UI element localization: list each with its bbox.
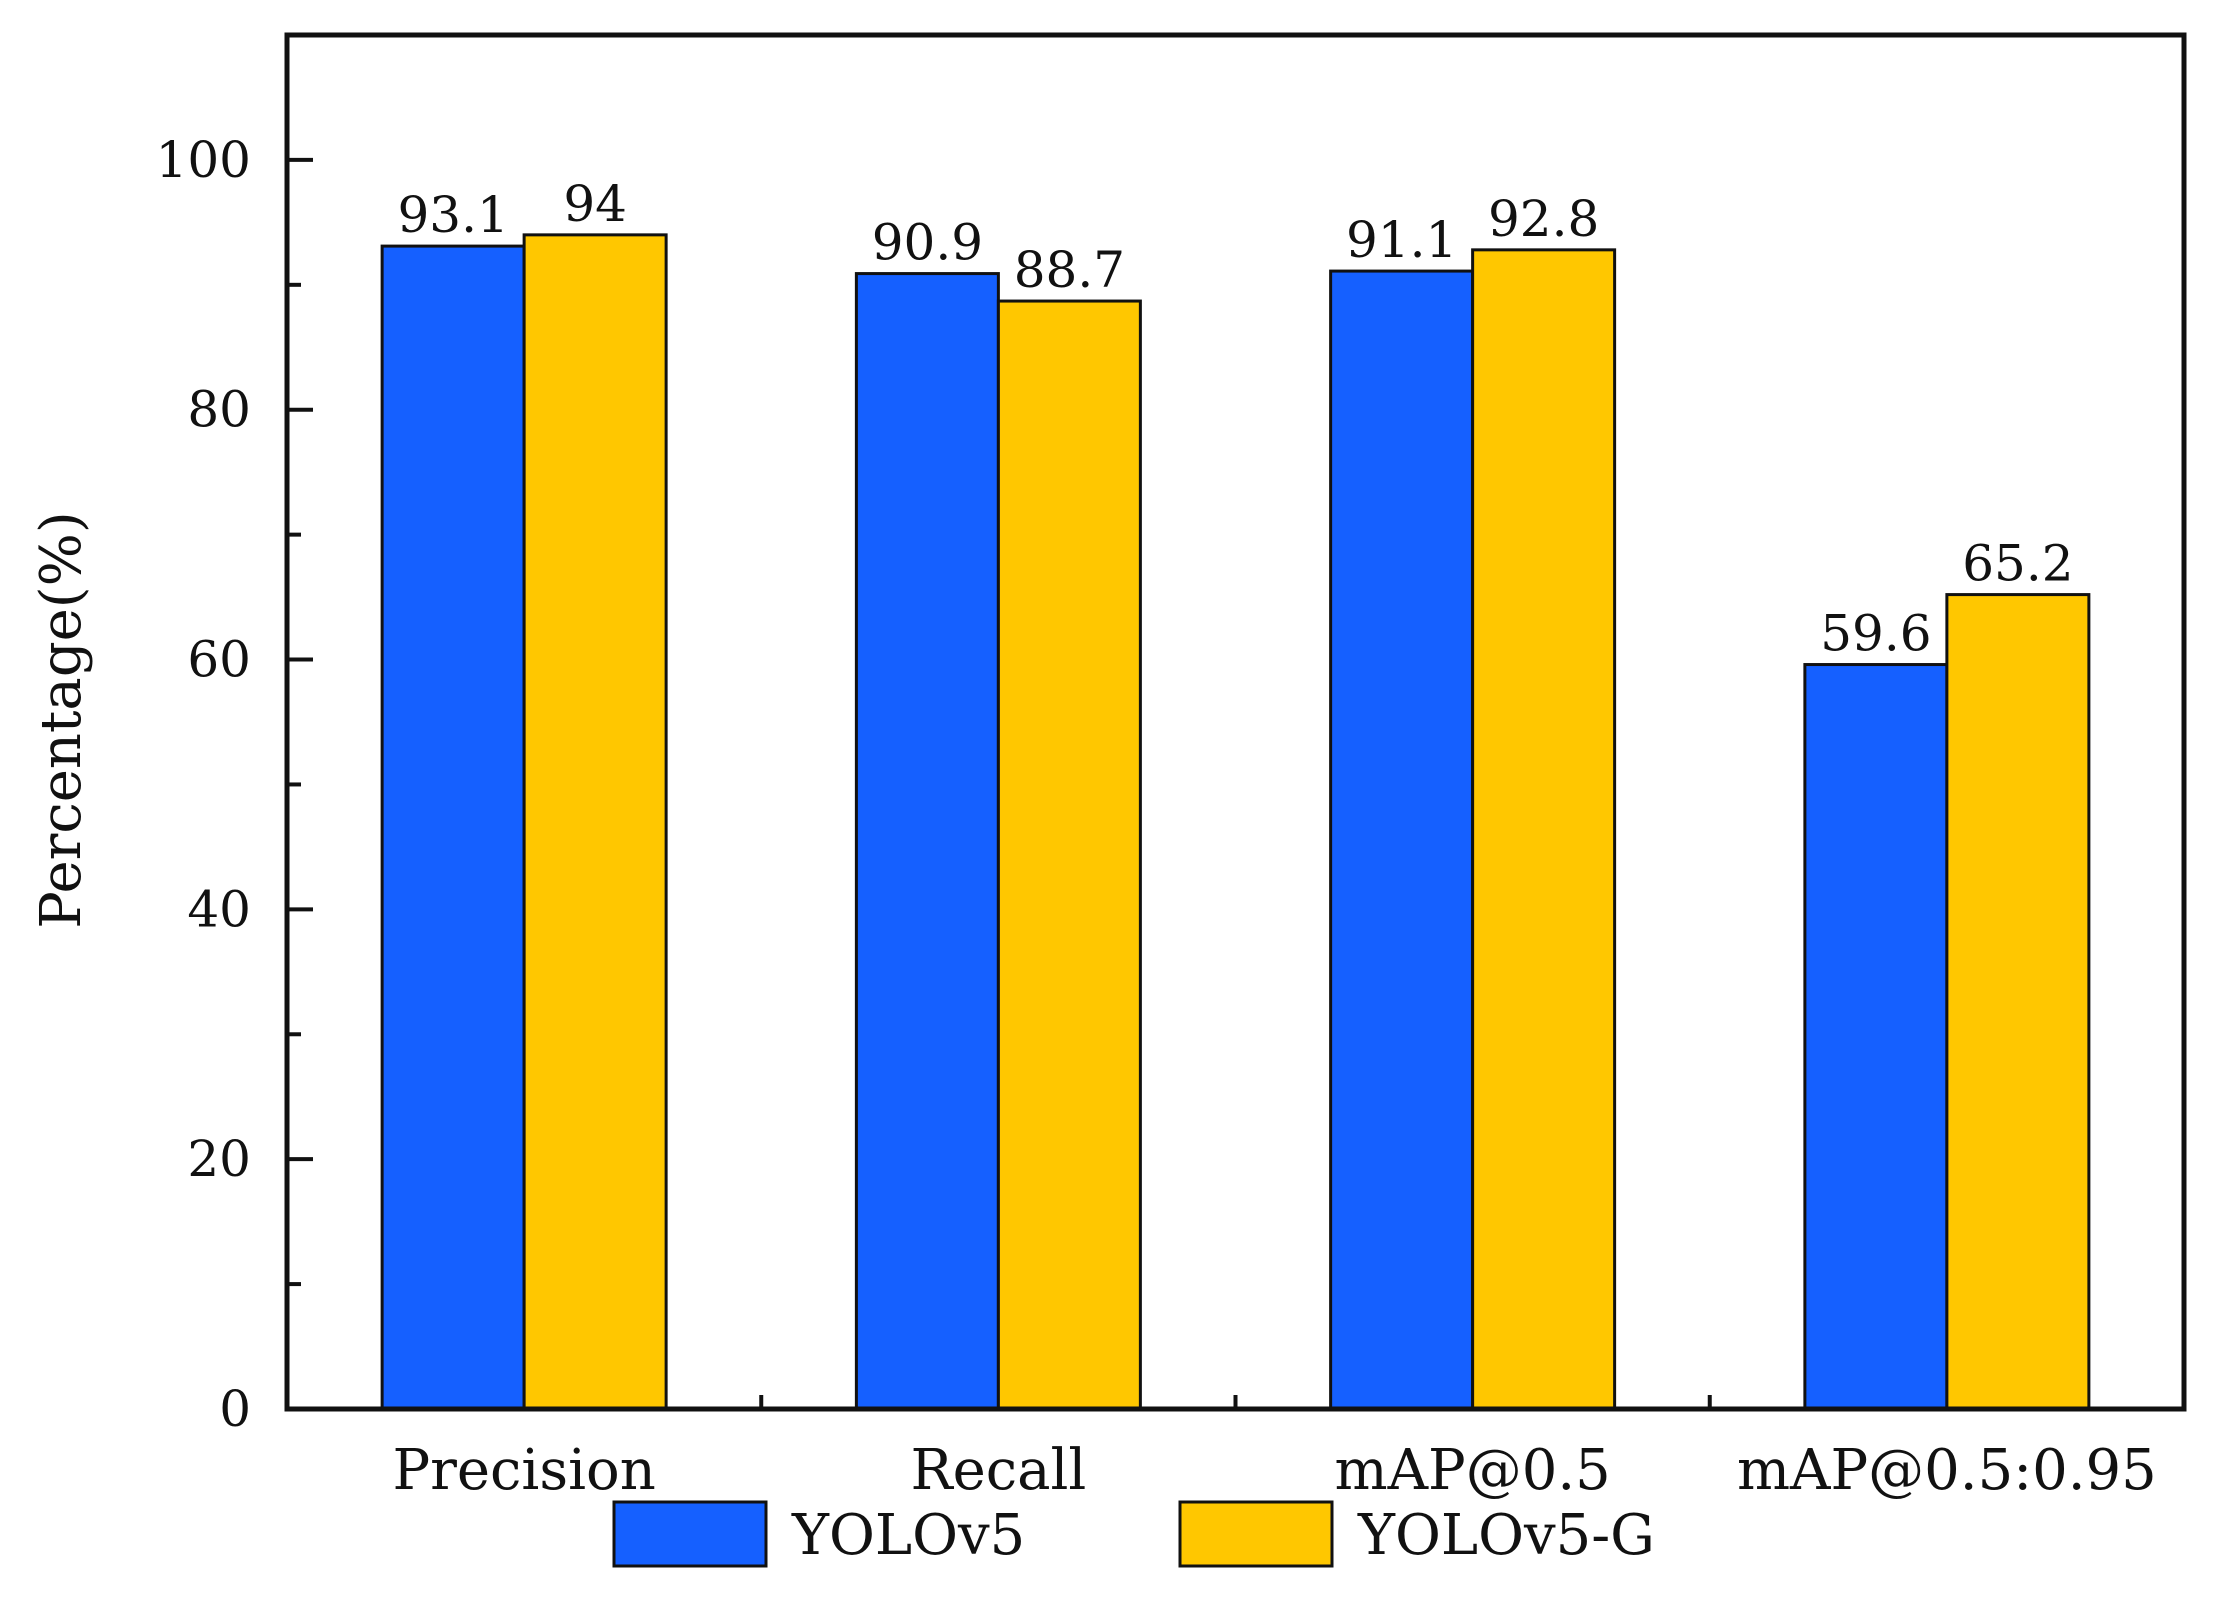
data-label-yolov5-g-4: 65.2: [1962, 535, 2073, 593]
bar-yolov5-g-3: [1471, 248, 1617, 1411]
y-axis-title: Percentage(%): [29, 511, 94, 928]
legend-swatch-yolov5-g: [1178, 1500, 1334, 1568]
x-tick-label-3: mAP@0.5: [1334, 1438, 1610, 1503]
y-tick-label-40: 40: [187, 880, 251, 938]
bar-yolov5-g-1: [522, 233, 668, 1411]
legend-label-yolov5: YOLOv5: [791, 1503, 1025, 1568]
data-label-yolov5-g-2: 88.7: [1014, 241, 1125, 299]
plot-area: 93.1 90.9 91.1 59.6 94 88.7 92.8 65.2 0 20 40 60 80 1…: [156, 32, 2187, 1503]
legend-label-yolov5-g: YOLOv5-G: [1357, 1503, 1655, 1568]
y-tick-label-0: 0: [219, 1380, 251, 1438]
data-label-yolov5-2: 90.9: [872, 214, 983, 272]
x-tick-label-2: Recall: [910, 1438, 1086, 1503]
x-tick-label-4: mAP@0.5:0.95: [1737, 1438, 2157, 1503]
data-label-yolov5-3: 91.1: [1346, 211, 1457, 269]
bar-yolov5-3: [1329, 269, 1475, 1411]
y-tick-label-60: 60: [187, 631, 251, 689]
bar-yolov5-g-4: [1945, 593, 2091, 1411]
bar-yolov5-2: [854, 272, 1000, 1411]
y-tick-label-20: 20: [187, 1130, 251, 1188]
bar-yolov5-g-2: [996, 299, 1142, 1411]
legend-swatch-yolov5: [612, 1500, 768, 1568]
data-label-yolov5-4: 59.6: [1820, 605, 1931, 663]
y-tick-label-100: 100: [156, 131, 251, 189]
bar-yolov5-1: [380, 244, 526, 1411]
bar-yolov5-4: [1803, 663, 1949, 1411]
data-label-yolov5-1: 93.1: [397, 186, 508, 244]
data-label-yolov5-g-3: 92.8: [1488, 190, 1599, 248]
y-tick-label-80: 80: [187, 381, 251, 439]
x-tick-label-1: Precision: [392, 1438, 655, 1503]
legend: YOLOv5 YOLOv5-G: [612, 1500, 1655, 1568]
data-label-yolov5-g-1: 94: [563, 175, 627, 233]
